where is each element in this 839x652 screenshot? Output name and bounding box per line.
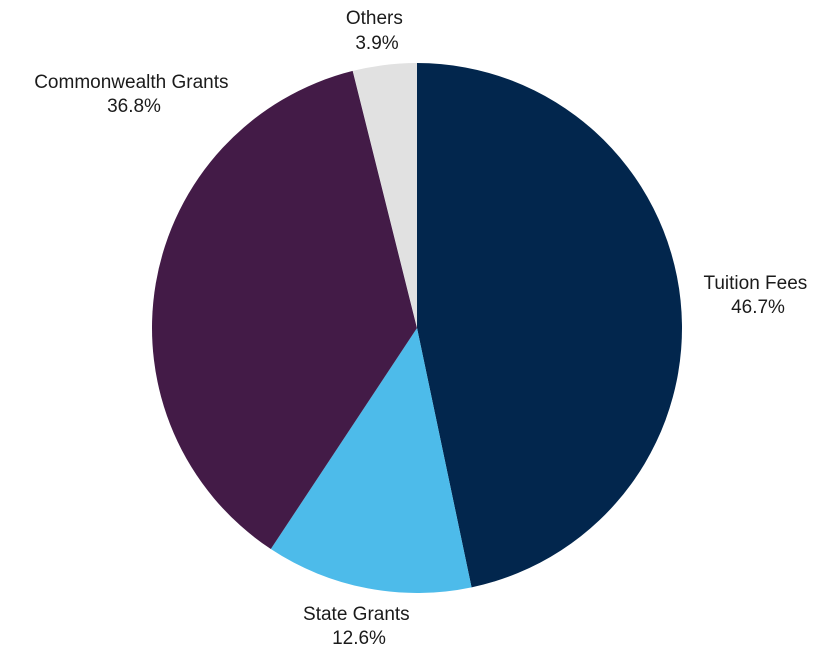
slice-label-commonwealth-grants: Commonwealth Grants 36.8% [34, 72, 234, 117]
pie-slice-others [352, 63, 417, 328]
slice-name-commonwealth-grants: Commonwealth Grants [34, 72, 228, 93]
slice-name-state-grants: State Grants [303, 604, 410, 625]
pie-slice-commonwealth-grants [151, 70, 417, 550]
slice-value-state-grants: 12.6% [332, 628, 386, 649]
slice-value-tuition-fees: 46.7% [731, 297, 785, 318]
pie-slice-state-grants [270, 328, 472, 593]
slice-name-tuition-fees: Tuition Fees [703, 273, 807, 294]
slice-name-others: Others [346, 8, 403, 29]
slice-label-tuition-fees: Tuition Fees 46.7% [703, 273, 812, 318]
pie-slices [151, 63, 682, 593]
slice-label-state-grants: State Grants 12.6% [303, 604, 415, 649]
pie-labels: Tuition Fees 46.7% State Grants 12.6% Co… [34, 8, 812, 649]
slice-value-commonwealth-grants: 36.8% [107, 96, 161, 117]
slice-label-others: Others 3.9% [346, 8, 408, 54]
slice-value-others: 3.9% [355, 33, 398, 54]
pie-slice-tuition-fees [417, 63, 682, 588]
